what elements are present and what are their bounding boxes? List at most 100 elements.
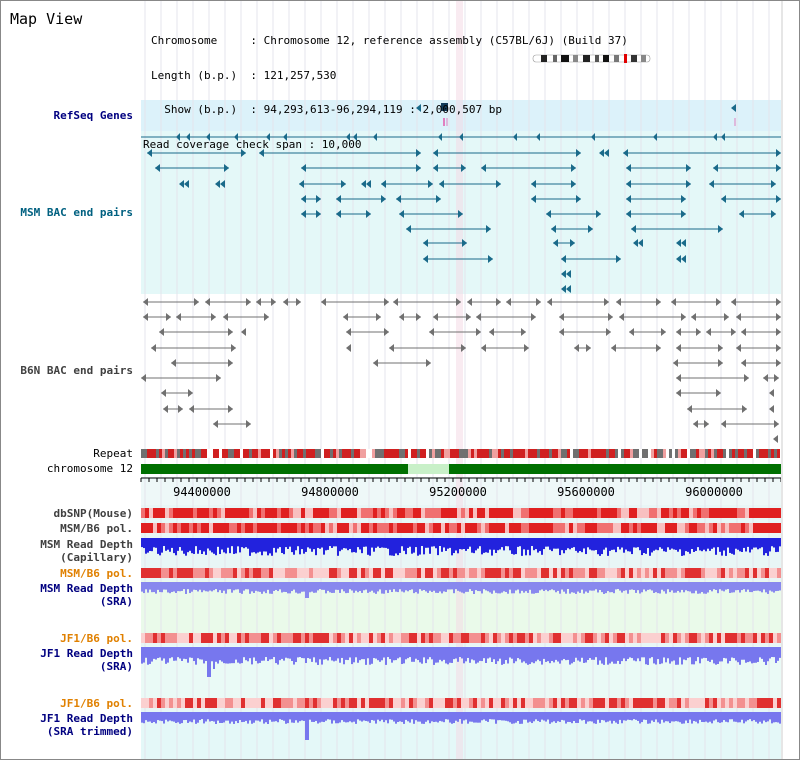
repeat-segment — [633, 449, 636, 458]
b6n-bac-pair-end-left — [676, 389, 681, 397]
jf1-depth-sra-track — [141, 647, 781, 677]
depth-bar — [407, 582, 409, 592]
track-label-msm-bac[interactable]: MSM BAC end pairs — [20, 206, 133, 219]
heat-cell — [289, 568, 293, 578]
depth-bar — [695, 647, 697, 662]
b6n-bac-pair-end-right — [384, 298, 389, 306]
depth-bar — [527, 712, 529, 723]
chromosome-ideogram[interactable] — [531, 54, 652, 63]
depth-bar — [391, 647, 393, 663]
heat-cell — [549, 568, 553, 578]
heat-cell — [221, 523, 225, 533]
heat-cell — [413, 523, 417, 533]
depth-bar — [419, 712, 421, 722]
heat-cell — [337, 698, 341, 708]
track-label-jf1-b6-pol[interactable]: JF1/B6 pol. — [60, 632, 133, 645]
repeat-segment — [417, 449, 420, 458]
depth-bar — [545, 582, 547, 590]
depth-bar — [389, 582, 391, 590]
track-label-msm-depth-cap[interactable]: MSM Read Depth — [40, 538, 133, 551]
track-label-refseq[interactable]: RefSeq Genes — [53, 109, 133, 122]
heat-cell — [245, 698, 249, 708]
msm-bac-pair-end-right — [241, 149, 246, 157]
track-label-msm-b6-pol2[interactable]: MSM/B6 pol. — [60, 567, 133, 580]
depth-bar — [647, 647, 649, 665]
depth-bar — [445, 538, 447, 551]
depth-bar — [543, 712, 545, 721]
heat-cell — [345, 523, 349, 533]
track-label-dbsnp[interactable]: dbSNP(Mouse) — [53, 507, 133, 520]
depth-bar — [531, 538, 533, 547]
depth-bar — [149, 647, 151, 664]
heat-cell — [397, 523, 401, 533]
depth-bar — [255, 538, 257, 554]
depth-bar — [265, 647, 267, 658]
depth-bar — [525, 712, 527, 720]
repeat-segment — [594, 449, 597, 458]
heat-cell — [409, 568, 413, 578]
track-label-jf1-depth-sra[interactable]: JF1 Read Depth — [40, 647, 133, 660]
depth-bar — [487, 582, 489, 592]
track-label-b6n-bac[interactable]: B6N BAC end pairs — [20, 364, 133, 377]
heat-cell — [377, 633, 381, 643]
depth-bar — [179, 712, 181, 724]
heat-cell — [521, 698, 525, 708]
heat-cell — [337, 633, 341, 643]
heat-cell — [513, 633, 517, 643]
heat-cell — [433, 698, 437, 708]
heat-cell — [277, 508, 281, 518]
track-label-jf1-b6-pol2[interactable]: JF1/B6 pol. — [60, 697, 133, 710]
depth-bar — [437, 582, 439, 593]
heat-cell — [641, 633, 645, 643]
depth-bar — [285, 647, 287, 658]
depth-bar — [363, 538, 365, 547]
depth-bar — [577, 538, 579, 553]
heat-cell — [553, 523, 557, 533]
depth-bar — [609, 582, 611, 593]
depth-bar — [585, 647, 587, 663]
repeat-segment — [366, 449, 369, 458]
heat-cell — [769, 523, 773, 533]
track-label-msm-depth-sra[interactable]: MSM Read Depth — [40, 582, 133, 595]
depth-bar — [515, 647, 517, 662]
depth-bar — [603, 647, 605, 665]
heat-cell — [381, 568, 385, 578]
heat-cell — [553, 633, 557, 643]
heat-cell — [609, 568, 613, 578]
depth-bar — [145, 647, 147, 658]
depth-bar — [143, 582, 145, 594]
depth-bar — [605, 712, 607, 723]
depth-bar — [285, 538, 287, 548]
depth-bar — [591, 582, 593, 591]
depth-bar — [637, 582, 639, 591]
depth-bar — [425, 538, 427, 548]
heat-cell — [197, 633, 201, 643]
heat-cell — [549, 698, 553, 708]
msm-bac-pair-end-left — [531, 180, 536, 188]
depth-bar — [597, 538, 599, 555]
heat-cell — [489, 523, 493, 533]
depth-bar — [499, 647, 501, 659]
repeat-segment — [732, 449, 735, 458]
b6n-bac-pair-end-left — [143, 298, 148, 306]
depth-bar — [211, 647, 213, 662]
heat-cell — [321, 568, 325, 578]
msm-bac-pair-end-right — [366, 210, 371, 218]
heat-cell — [457, 698, 461, 708]
depth-bar — [679, 538, 681, 550]
b6n-bac-pair-end-right — [461, 344, 466, 352]
depth-bar — [515, 538, 517, 555]
depth-bar — [627, 582, 629, 594]
track-label-msm-b6-pol[interactable]: MSM/B6 pol. — [60, 522, 133, 535]
heat-cell — [485, 508, 489, 518]
repeat-segment — [336, 449, 339, 458]
track-label-jf1-depth-trim[interactable]: JF1 Read Depth — [40, 712, 133, 725]
heat-cell — [565, 508, 569, 518]
depth-bar — [313, 582, 315, 593]
depth-bar — [283, 538, 285, 555]
depth-bar — [231, 712, 233, 722]
heat-cell — [365, 508, 369, 518]
depth-bar — [147, 712, 149, 722]
depth-bar — [681, 712, 683, 724]
